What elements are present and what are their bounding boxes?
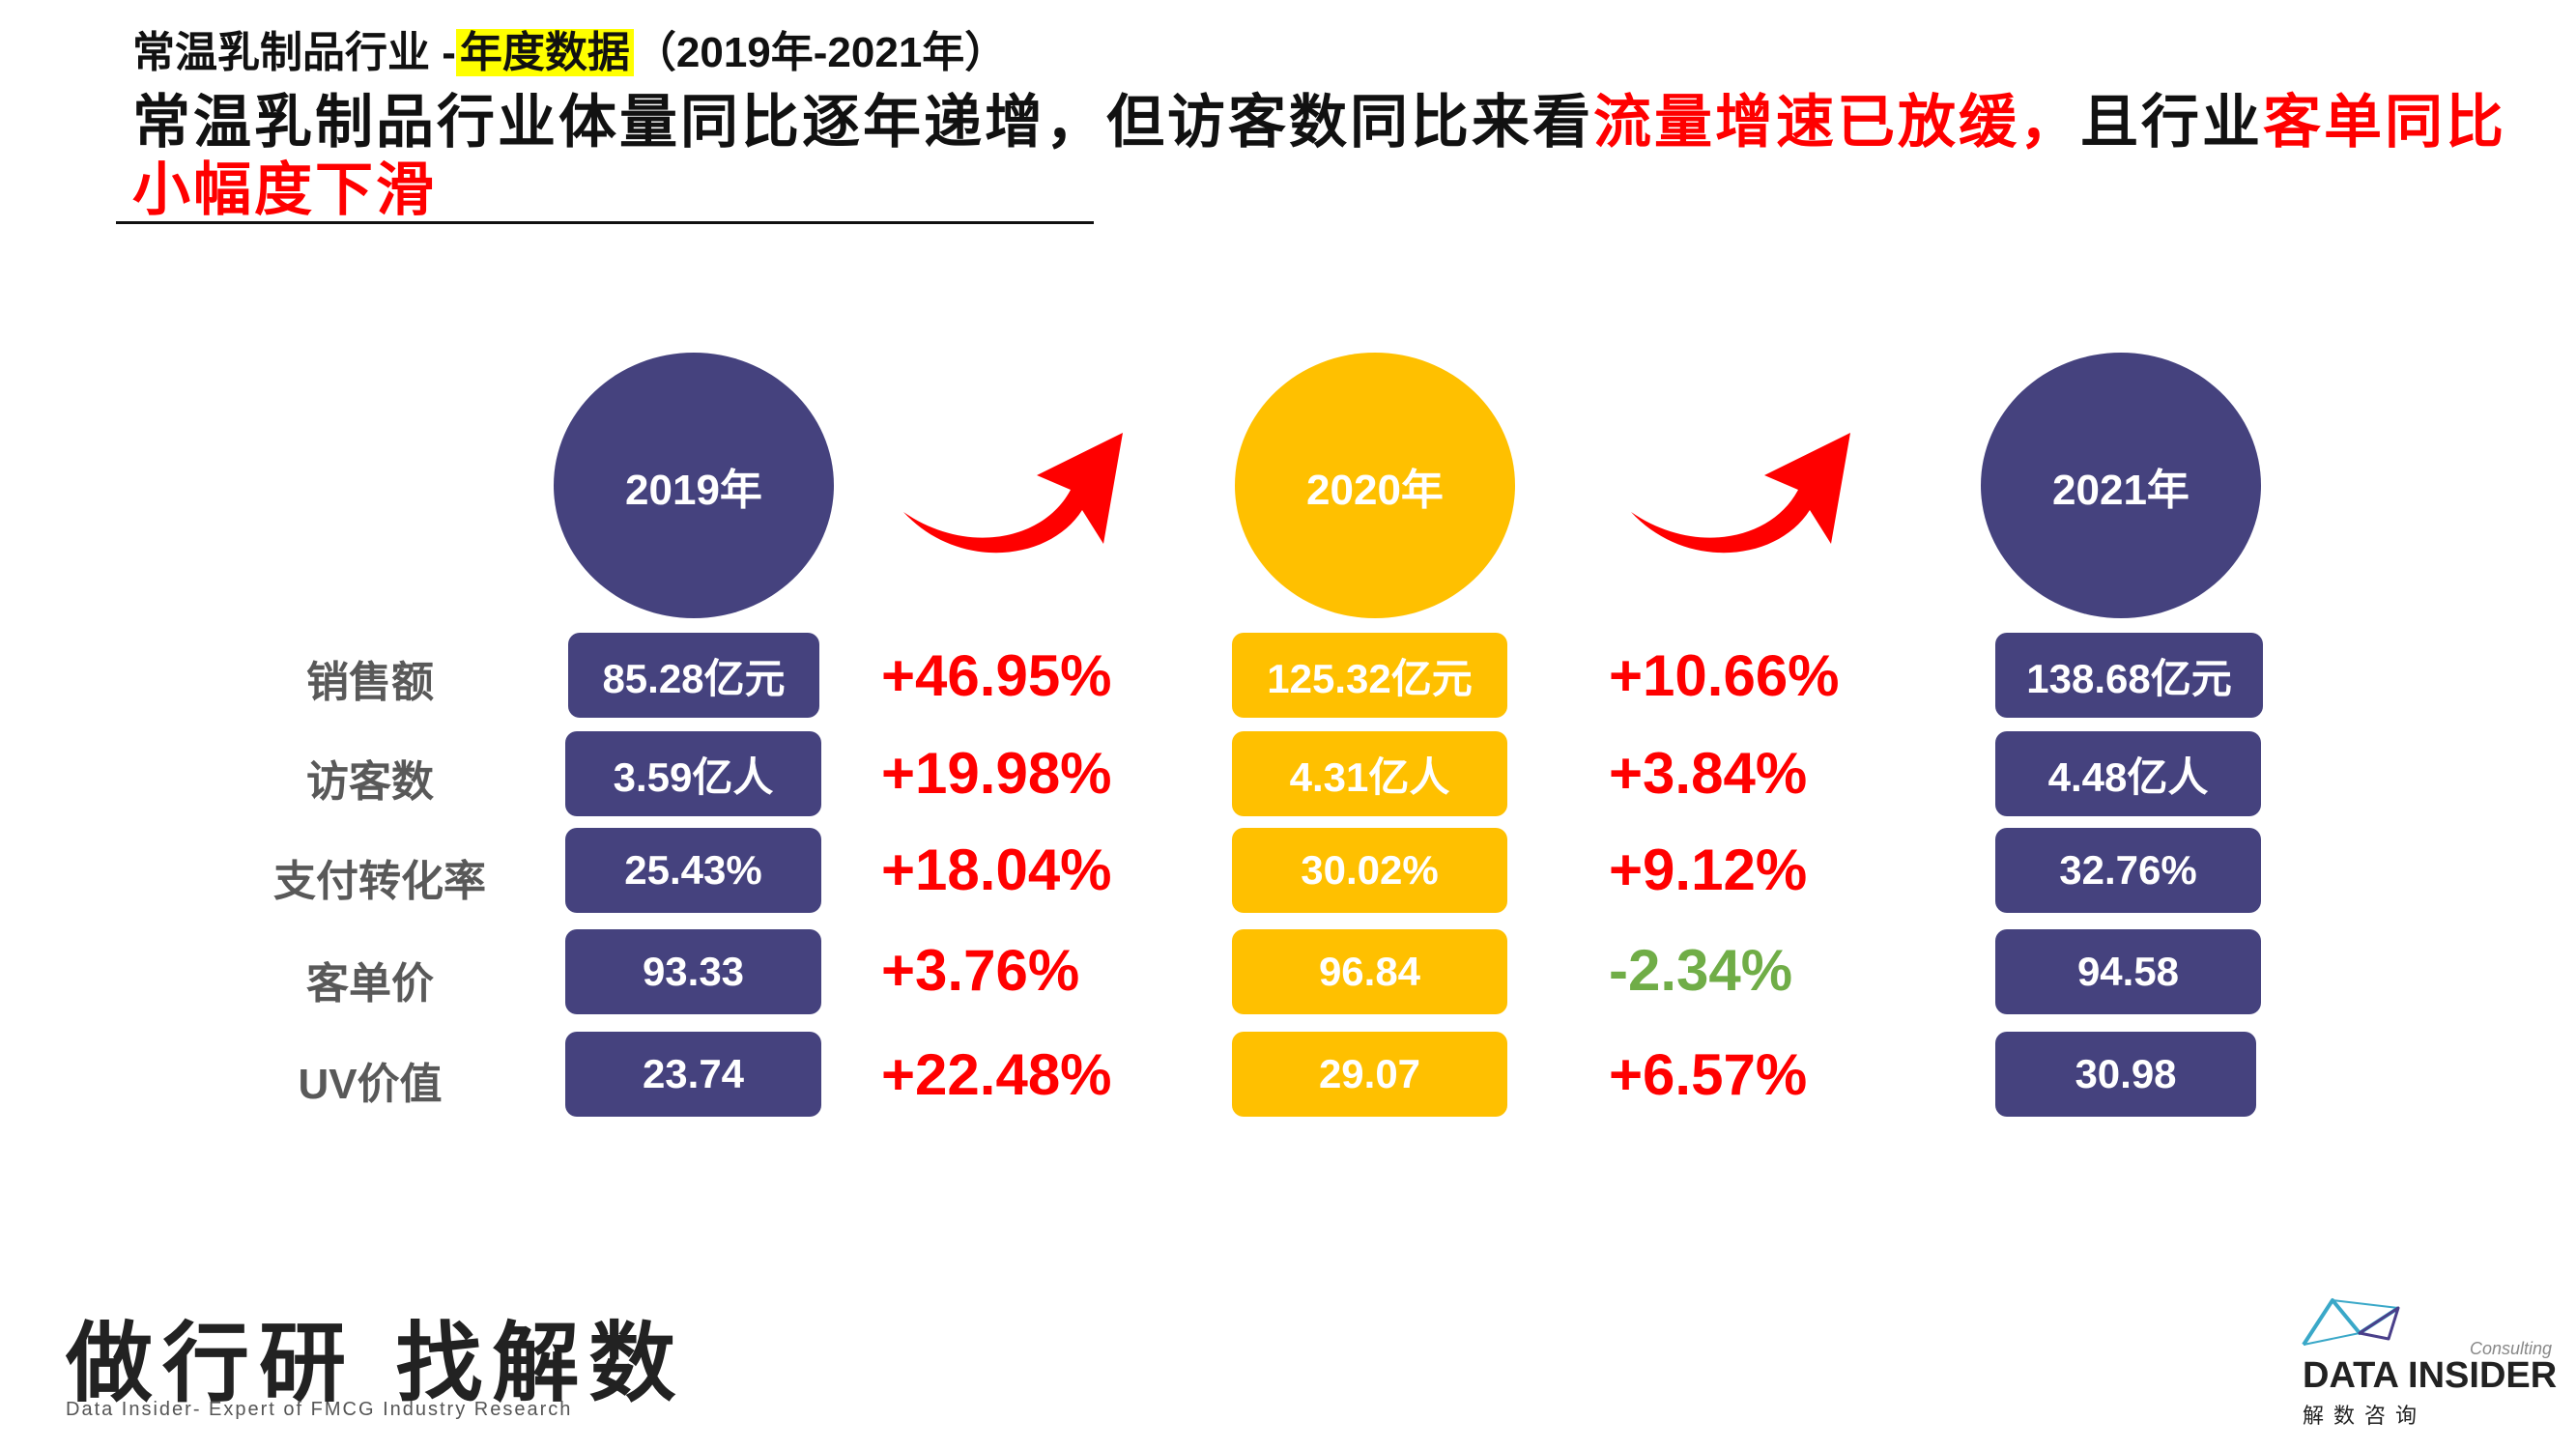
subtitle-highlight: 年度数据 [455,29,634,76]
slide-subtitle: 常温乳制品行业 -年度数据（2019年-2021年） [132,17,1007,79]
growth-2-conversion: +9.12% [1609,838,1808,902]
value-2019-conversion: 25.43% [565,828,821,913]
growth-1-visitors: +19.98% [881,741,1112,806]
value-2021-conversion: 32.76% [1995,828,2261,913]
brand-consulting: Consulting [2470,1339,2553,1358]
slide-headline: 常温乳制品行业体量同比逐年递增，但访客数同比来看流量增速已放缓，且行业客单同比小… [132,89,2548,224]
year-circle-2021: 2021年 [1981,353,2261,618]
value-2021-sales: 138.68亿元 [1995,633,2263,718]
headline-part2: 且行业 [2080,90,2263,155]
value-2020-visitors: 4.31亿人 [1232,731,1507,816]
value-2020-unit-price: 96.84 [1232,929,1507,1014]
row-label-uv-value: UV价值 [298,1061,443,1108]
row-label-unit-price: 客单价 [306,960,434,1008]
footer-slogan: 做行研 找解数 [66,1312,686,1414]
growth-1-unit-price: +3.76% [881,938,1080,1003]
footer-slogan-sub: Data Insider- Expert of FMCG Industry Re… [66,1399,573,1420]
growth-2-visitors: +3.84% [1609,741,1808,806]
row-label-sales: 销售额 [306,659,434,706]
growth-2-unit-price: -2.34% [1609,938,1793,1003]
value-2019-visitors: 3.59亿人 [565,731,821,816]
growth-1-uv-value: +22.48% [881,1042,1112,1107]
value-2019-sales: 85.28亿元 [568,633,819,718]
growth-2-sales: +10.66% [1609,643,1840,708]
headline-red2: 客单同比小幅度下滑 [132,90,2506,222]
growth-2-uv-value: +6.57% [1609,1042,1808,1107]
year-circle-2019: 2019年 [554,353,834,618]
growth-1-conversion: +18.04% [881,838,1112,902]
headline-part1: 常温乳制品行业体量同比逐年递增，但访客数同比来看 [132,90,1593,155]
brand-cn: 解数咨询 [2303,1404,2427,1428]
year-circle-2020: 2020年 [1235,353,1515,618]
value-2019-unit-price: 93.33 [565,929,821,1014]
growth-arrow-icon-1 [903,433,1123,554]
brand-logo-icon [2302,1298,2400,1347]
growth-arrow-icon-2 [1631,433,1850,554]
value-2020-sales: 125.32亿元 [1232,633,1507,718]
value-2019-uv-value: 23.74 [565,1032,821,1117]
headline-red1: 流量增速已放缓， [1593,90,2080,155]
subtitle-suffix: （2019年-2021年） [633,29,1008,76]
value-2021-uv-value: 30.98 [1995,1032,2256,1117]
subtitle-prefix: 常温乳制品行业 - [132,29,456,76]
header-underline [116,221,1094,224]
row-label-conversion: 支付转化率 [273,858,486,905]
growth-1-sales: +46.95% [881,643,1112,708]
row-label-visitors: 访客数 [306,758,434,806]
value-2020-conversion: 30.02% [1232,828,1507,913]
value-2021-visitors: 4.48亿人 [1995,731,2261,816]
value-2020-uv-value: 29.07 [1232,1032,1507,1117]
brand-name: DATA INSIDER [2303,1355,2558,1396]
value-2021-unit-price: 94.58 [1995,929,2261,1014]
